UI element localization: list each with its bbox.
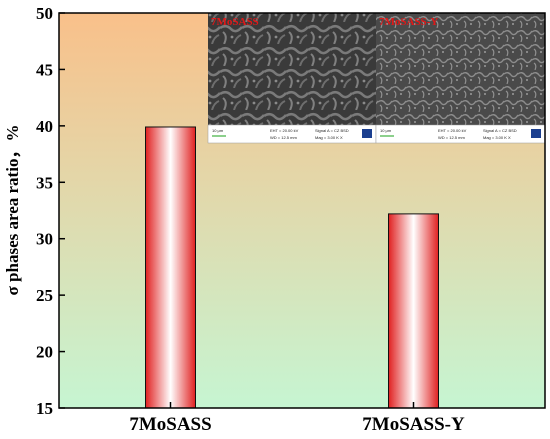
x-axis: 7MoSASS 7MoSASS-Y — [129, 402, 465, 435]
y-tick-label: 15 — [36, 399, 53, 418]
eht-info: EHT = 20.00 kV — [438, 128, 467, 133]
mag-info: Mag = 3.00 K X — [315, 135, 343, 140]
scale-bar-label: 10 μm — [212, 128, 224, 133]
y-axis: 15 20 25 30 35 40 45 50 — [36, 4, 65, 418]
x-category-label: 7MoSASS — [129, 414, 211, 435]
signal-info: Signal A = CZ BSD — [483, 128, 517, 133]
x-category-label: 7MoSASS-Y — [362, 414, 465, 435]
y-tick-label: 35 — [36, 173, 53, 192]
y-tick-label: 30 — [36, 230, 53, 249]
wd-info: WD = 12.5 mm — [438, 135, 465, 140]
zeiss-logo — [362, 129, 372, 138]
scale-bar-label: 10 μm — [380, 128, 392, 133]
y-axis-title: σ phases area ratio，% — [3, 125, 22, 296]
y-tick-label: 40 — [36, 117, 53, 136]
sem-inset-images: 7MoSASS 10 μm EHT = 20.00 kV WD = 12.5 m… — [207, 13, 546, 144]
eht-info: EHT = 20.00 kV — [270, 128, 299, 133]
sem-inset-7mosass: 7MoSASS 10 μm EHT = 20.00 kV WD = 12.5 m… — [207, 13, 377, 144]
wd-info: WD = 12.5 mm — [270, 135, 297, 140]
sem-inset-7mosass-y: 7MoSASS-Y 10 μm EHT = 20.00 kV WD = 12.5… — [375, 13, 546, 144]
bar-7mosass-y — [388, 213, 439, 409]
signal-info: Signal A = CZ BSD — [315, 128, 349, 133]
plot-frame — [58, 12, 546, 409]
mag-info: Mag = 3.00 K X — [483, 135, 511, 140]
zeiss-logo — [531, 129, 541, 138]
bars-group — [145, 126, 439, 409]
y-tick-label: 20 — [36, 343, 53, 362]
y-tick-label: 45 — [36, 60, 53, 79]
inset-label: 7MoSASS-Y — [379, 16, 438, 28]
inset-label: 7MoSASS — [211, 16, 259, 28]
bar-7mosass — [145, 126, 196, 409]
y-tick-label: 50 — [36, 4, 53, 23]
y-tick-label: 25 — [36, 286, 53, 305]
